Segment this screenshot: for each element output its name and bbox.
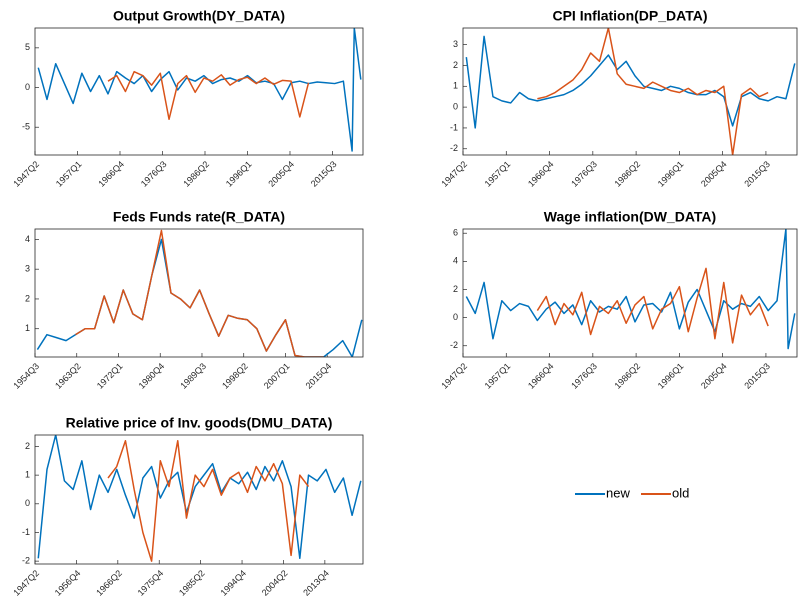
axes-box bbox=[34, 27, 364, 156]
plot-area bbox=[35, 435, 363, 564]
y-tick-label: 1 bbox=[25, 470, 30, 480]
axes-box bbox=[462, 27, 798, 156]
y-tick-label: -2 bbox=[450, 340, 458, 350]
y-tick-label: 2 bbox=[453, 60, 458, 70]
chart-title: Wage inflation(DW_DATA) bbox=[544, 209, 716, 225]
plot-area bbox=[463, 28, 797, 155]
y-tick-label: -2 bbox=[450, 143, 458, 153]
y-tick-label: -1 bbox=[22, 527, 30, 537]
chart-title: Feds Funds rate(R_DATA) bbox=[113, 209, 285, 225]
y-tick-label: 2 bbox=[453, 284, 458, 294]
series-line bbox=[75, 229, 324, 357]
plot-area bbox=[35, 229, 363, 357]
y-tick-label: 0 bbox=[25, 498, 30, 508]
plot-area bbox=[463, 229, 797, 357]
series-line bbox=[107, 439, 310, 562]
y-tick-label: 0 bbox=[453, 312, 458, 322]
y-tick-label: 1 bbox=[453, 81, 458, 91]
y-tick-label: 0 bbox=[25, 82, 30, 92]
y-tick-label: -1 bbox=[450, 122, 458, 132]
legend-label: old bbox=[672, 485, 689, 500]
y-tick-label: 2 bbox=[25, 441, 30, 451]
chart-title: Relative price of Inv. goods(DMU_DATA) bbox=[66, 415, 333, 431]
y-tick-label: 6 bbox=[453, 228, 458, 238]
axes-box bbox=[34, 434, 364, 565]
y-tick-label: -5 bbox=[22, 122, 30, 132]
chart-title: Output Growth(DY_DATA) bbox=[113, 8, 285, 24]
chart-title: CPI Inflation(DP_DATA) bbox=[552, 8, 707, 24]
y-tick-label: 3 bbox=[453, 39, 458, 49]
y-tick-label: 4 bbox=[453, 256, 458, 266]
y-tick-label: 1 bbox=[25, 323, 30, 333]
y-tick-label: 5 bbox=[25, 42, 30, 52]
series-line bbox=[536, 267, 769, 344]
y-tick-label: 3 bbox=[25, 264, 30, 274]
axes-box bbox=[34, 228, 364, 358]
y-tick-label: 4 bbox=[25, 234, 30, 244]
axes-box bbox=[462, 228, 798, 358]
series-line bbox=[37, 28, 362, 152]
y-tick-label: 0 bbox=[453, 101, 458, 111]
plot-area bbox=[35, 28, 363, 155]
series-line bbox=[107, 70, 310, 121]
y-tick-label: -2 bbox=[22, 556, 30, 566]
series-line bbox=[537, 28, 769, 155]
legend-label: new bbox=[606, 485, 630, 500]
series-line bbox=[465, 229, 796, 350]
y-tick-label: 2 bbox=[25, 293, 30, 303]
